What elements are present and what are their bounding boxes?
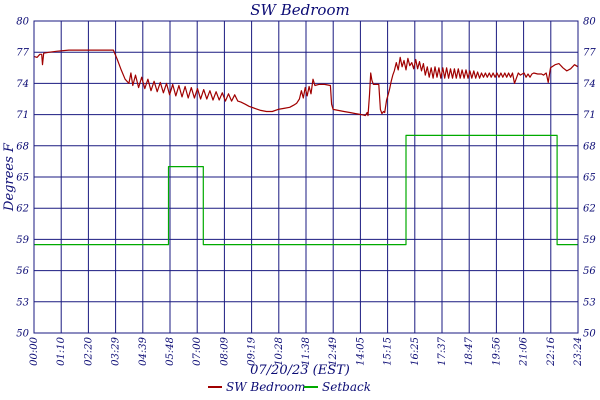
legend-label-sw-bedroom: SW Bedroom — [226, 380, 306, 394]
chart-title: SW Bedroom — [250, 1, 349, 19]
y-tick-label-left: 56 — [16, 266, 29, 277]
x-tick-label: 04:39 — [138, 336, 149, 365]
y-tick-label-left: 77 — [16, 48, 29, 59]
legend-label-setback: Setback — [322, 380, 371, 394]
x-tick-label: 12:49 — [328, 336, 339, 365]
x-tick-label: 17:37 — [437, 336, 448, 365]
x-axis-ticks: 00:00 01:10 02:20 03:29 04:39 05:48 07:00 08:09… — [29, 336, 584, 366]
x-tick-label: 16:25 — [410, 337, 421, 366]
y-tick-label-right: 59 — [583, 235, 596, 246]
x-tick-label: 09:19 — [247, 336, 258, 365]
y-tick-label-right: 71 — [583, 110, 596, 121]
x-tick-label: 02:20 — [83, 336, 94, 365]
series-line-sw-bedroom — [33, 49, 579, 117]
y-tick-label-left: 74 — [16, 79, 29, 90]
y-tick-label-left: 50 — [16, 329, 29, 340]
x-tick-label: 10:28 — [274, 337, 285, 366]
y-tick-label-right: 80 — [583, 17, 596, 28]
x-tick-label: 19:56 — [491, 336, 502, 365]
x-tick-label: 07:00 — [192, 336, 203, 365]
y-tick-label-right: 62 — [583, 204, 596, 215]
y-tick-label-right: 56 — [583, 266, 596, 277]
x-tick-label: 18:47 — [464, 336, 475, 365]
x-tick-label: 11:38 — [301, 337, 312, 366]
x-tick-label: 23:24 — [573, 337, 584, 367]
x-tick-label: 22:16 — [546, 336, 557, 366]
y-tick-label-left: 71 — [16, 110, 29, 121]
plot-border — [33, 20, 579, 334]
y-tick-label-right: 68 — [583, 141, 596, 152]
y-tick-label-left: 65 — [16, 173, 29, 184]
legend: SW Bedroom Setback — [208, 380, 371, 394]
y-tick-label-right: 74 — [583, 79, 596, 90]
series-layer — [33, 49, 579, 246]
y-tick-label-right: 50 — [583, 329, 596, 340]
y-tick-label-left: 59 — [16, 235, 29, 246]
y-tick-label-right: 77 — [583, 48, 596, 59]
x-tick-label: 14:05 — [355, 337, 366, 366]
x-tick-label: 15:15 — [383, 337, 394, 366]
x-tick-label: 05:48 — [165, 337, 176, 366]
x-tick-label: 01:10 — [56, 336, 67, 365]
y-tick-label-right: 53 — [583, 297, 596, 308]
y-axis-right-ticks: 80 77 74 71 68 65 62 59 56 53 50 — [583, 17, 596, 340]
y-tick-label-right: 65 — [583, 173, 596, 184]
x-tick-label: 00:00 — [29, 336, 40, 365]
x-tick-label: 03:29 — [111, 336, 122, 365]
y-tick-label-left: 53 — [16, 297, 29, 308]
grid — [33, 20, 579, 334]
series-line-setback — [34, 134, 578, 246]
x-tick-label: 21:06 — [519, 336, 530, 366]
x-tick-label: 08:09 — [219, 336, 230, 365]
y-tick-label-left: 68 — [16, 141, 29, 152]
y-tick-label-left: 62 — [16, 204, 29, 215]
y-axis-left-ticks: 80 77 74 71 68 65 62 59 56 53 50 — [16, 17, 29, 340]
y-tick-label-left: 80 — [16, 17, 29, 28]
y-axis-label: Degrees F — [2, 142, 17, 212]
x-axis-label: 07/20/23 (EST) — [250, 363, 350, 378]
